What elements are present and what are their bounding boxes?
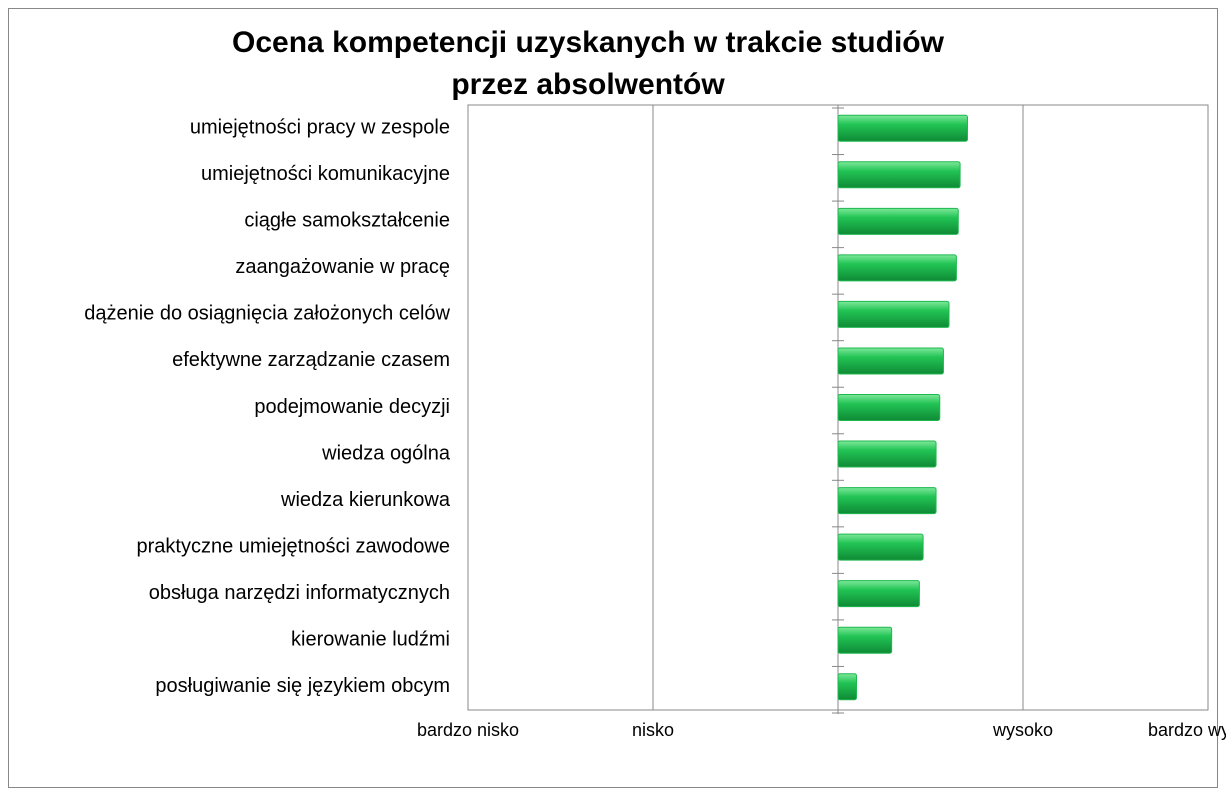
bar	[837, 394, 941, 421]
y-tick-label: ciągłe samokształcenie	[244, 210, 450, 232]
y-tick-label: umiejętności pracy w zespole	[190, 117, 450, 139]
bar	[837, 161, 961, 189]
x-tick-label: wysoko	[992, 720, 1053, 740]
bar	[837, 347, 944, 375]
y-tick-label: umiejętności komunikacyjne	[201, 163, 450, 185]
chart-title: przez absolwentów	[451, 68, 725, 101]
y-tick-label: efektywne zarządzanie czasem	[172, 349, 450, 371]
bar	[837, 440, 937, 468]
bar	[837, 207, 959, 235]
y-tick-label: wiedza ogólna	[321, 442, 451, 464]
y-tick-label: posługiwanie się językiem obcym	[155, 675, 450, 697]
y-tick-label: podejmowanie decyzji	[254, 396, 450, 418]
bar	[837, 114, 968, 142]
y-tick-label: obsługa narzędzi informatycznych	[149, 582, 450, 604]
chart-title: Ocena kompetencji uzyskanych w trakcie s…	[232, 26, 945, 59]
bar	[837, 533, 924, 561]
y-tick-label: praktyczne umiejętności zawodowe	[137, 535, 451, 557]
bar	[837, 580, 920, 608]
x-tick-label: bardzo wysoko	[1148, 720, 1226, 740]
y-tick-label: wiedza kierunkowa	[280, 489, 451, 511]
plot-area: bardzo nisko nisko wysoko bardzo wysoko umie…	[84, 104, 1226, 740]
bar	[837, 254, 957, 282]
y-tick-label: zaangażowanie w pracę	[235, 256, 450, 278]
bar	[837, 487, 937, 515]
bar	[837, 300, 950, 328]
y-tick-label: dążenie do osiągnięcia założonych celów	[84, 303, 450, 325]
bar	[837, 626, 893, 654]
bar	[837, 673, 857, 701]
x-tick-label: bardzo nisko	[417, 720, 519, 740]
chart-border	[8, 8, 1218, 788]
x-tick-label: nisko	[632, 720, 674, 740]
y-tick-label: kierowanie ludźmi	[291, 628, 450, 650]
